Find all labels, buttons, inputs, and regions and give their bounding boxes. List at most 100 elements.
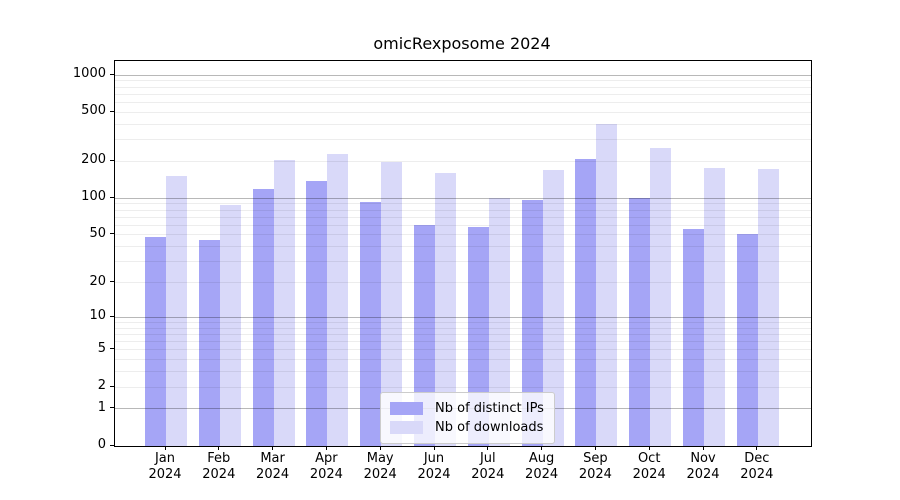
bar-distinct-ips-sep: [575, 158, 597, 446]
bar-distinct-ips-jan: [145, 237, 166, 446]
x-tick-mark: [487, 446, 489, 450]
x-tick-mark: [379, 446, 381, 450]
gridline-minor: [115, 246, 811, 248]
bar-distinct-ips-feb: [198, 240, 220, 446]
y-tick-mark: [110, 281, 114, 283]
legend: Nb of distinct IPs Nb of downloads: [380, 392, 555, 444]
x-tick-mark: [272, 446, 274, 450]
bar-distinct-ips-dec: [736, 233, 758, 446]
y-tick-mark: [110, 110, 114, 112]
y-tick-mark: [110, 385, 114, 387]
x-tick-mark: [648, 446, 650, 450]
x-tick-label: Oct 2024: [632, 451, 666, 482]
bar-downloads-aug: [542, 169, 564, 446]
gridline-minor: [115, 321, 811, 323]
legend-label-distinct-ips: Nb of distinct IPs: [435, 400, 544, 416]
x-tick-mark: [756, 446, 758, 450]
gridline-minor: [115, 234, 811, 236]
y-tick-label: 500: [81, 103, 106, 119]
gridline-minor: [115, 80, 811, 82]
y-tick-label: 2: [97, 378, 106, 394]
x-tick-mark: [164, 446, 166, 450]
y-tick-mark: [110, 159, 114, 161]
gridline-decade: [115, 74, 811, 76]
gridline-minor: [115, 224, 811, 226]
y-tick-mark: [110, 196, 114, 198]
gridline-minor: [115, 111, 811, 113]
legend-row-distinct-ips: Nb of distinct IPs: [390, 399, 544, 418]
y-tick-label: 100: [81, 189, 106, 205]
bar-distinct-ips-apr: [306, 181, 328, 446]
bar-distinct-ips-jul: [467, 227, 489, 446]
bar-downloads-may: [381, 161, 403, 446]
gridline-minor: [115, 386, 811, 388]
x-tick-label: Dec 2024: [740, 451, 774, 482]
gridline-minor: [115, 123, 811, 125]
x-tick-label: Nov 2024: [686, 451, 720, 482]
bar-downloads-dec: [757, 168, 779, 446]
gridline-minor: [115, 349, 811, 351]
plot-area: Nb of distinct IPs Nb of downloads: [114, 60, 812, 447]
bar-downloads-apr: [327, 153, 349, 446]
gridline-minor: [115, 93, 811, 95]
gridline-minor: [115, 203, 811, 205]
bar-distinct-ips-jun: [414, 225, 435, 446]
legend-row-downloads: Nb of downloads: [390, 418, 544, 437]
bar-distinct-ips-aug: [521, 200, 543, 446]
bar-downloads-sep: [596, 123, 618, 446]
x-tick-mark: [433, 446, 435, 450]
x-tick-mark: [325, 446, 327, 450]
legend-swatch-downloads: [390, 421, 423, 434]
bar-downloads-jan: [166, 175, 187, 446]
y-tick-mark: [110, 444, 114, 446]
y-tick-mark: [110, 233, 114, 235]
gridline-decade: [115, 316, 811, 318]
gridline-minor: [115, 216, 811, 218]
bar-downloads-mar: [273, 159, 295, 446]
gridline-minor: [115, 341, 811, 343]
y-tick-label: 10: [89, 308, 106, 324]
bar-distinct-ips-may: [360, 201, 382, 446]
x-tick-label: Jan 2024: [148, 451, 182, 482]
legend-swatch-distinct-ips: [390, 402, 423, 415]
bar-downloads-oct: [650, 147, 672, 446]
gridline-minor: [115, 359, 811, 361]
y-tick-mark: [110, 348, 114, 350]
bar-downloads-jun: [435, 173, 456, 446]
x-tick-label: Mar 2024: [256, 451, 290, 482]
y-tick-label: 1: [97, 399, 106, 415]
gridline-minor: [115, 327, 811, 329]
y-tick-label: 20: [89, 273, 106, 289]
gridline-minor: [115, 371, 811, 373]
gridline-minor: [115, 333, 811, 335]
x-tick-label: Sep 2024: [578, 451, 612, 482]
gridline-decade: [115, 197, 811, 199]
y-tick-label: 200: [81, 152, 106, 168]
y-tick-label: 5: [97, 340, 106, 356]
x-tick-label: May 2024: [363, 451, 397, 482]
bar-distinct-ips-mar: [252, 188, 274, 446]
y-tick-label: 1000: [72, 66, 106, 82]
y-tick-mark: [110, 315, 114, 317]
y-tick-mark: [110, 407, 114, 409]
x-tick-label: Aug 2024: [525, 451, 559, 482]
gridline-minor: [115, 139, 811, 141]
bar-distinct-ips-nov: [683, 228, 704, 446]
gridline-minor: [115, 101, 811, 103]
bar-distinct-ips-oct: [629, 198, 651, 446]
x-tick-mark: [218, 446, 220, 450]
gridline-minor: [115, 282, 811, 284]
y-tick-mark: [110, 73, 114, 75]
gridline-minor: [115, 209, 811, 211]
gridline-minor: [115, 261, 811, 263]
bar-downloads-jul: [488, 197, 510, 446]
gridline-minor: [115, 86, 811, 88]
x-tick-mark: [702, 446, 704, 450]
x-tick-label: Feb 2024: [202, 451, 236, 482]
chart-title: omicRexposome 2024: [373, 34, 551, 53]
x-tick-label: Jul 2024: [471, 451, 505, 482]
y-tick-label: 50: [89, 225, 106, 241]
x-tick-label: Jun 2024: [417, 451, 451, 482]
bar-downloads-nov: [704, 167, 725, 446]
